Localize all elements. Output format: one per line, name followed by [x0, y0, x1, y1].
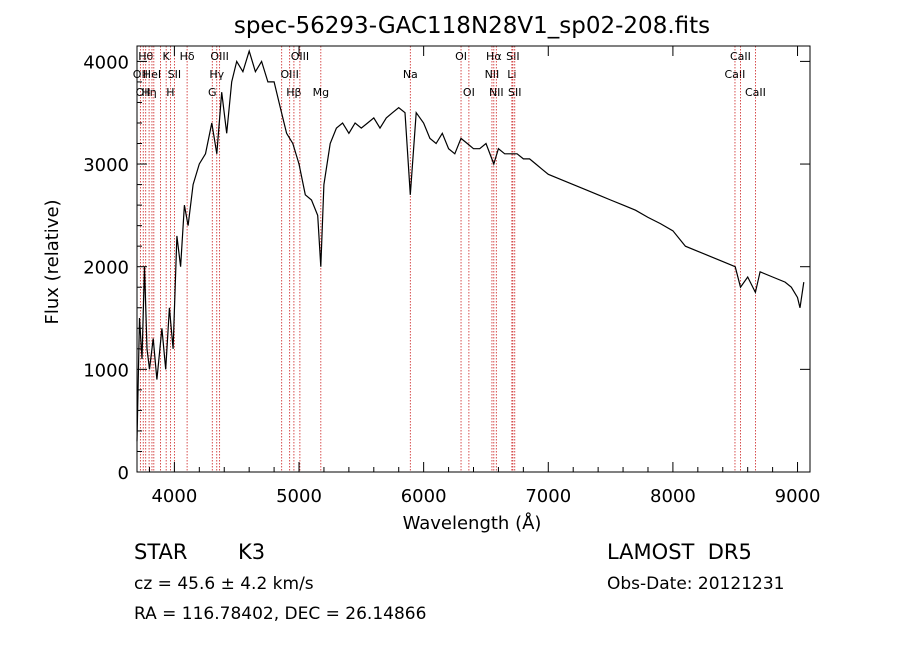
line-label-10: Hδ — [180, 50, 195, 63]
x-tick-label-0: 4000 — [151, 486, 197, 507]
y-tick-label-1: 1000 — [83, 360, 129, 381]
object-class: STAR — [134, 540, 188, 564]
line-label-17: OIII — [291, 50, 309, 63]
line-label-18: Mg — [313, 86, 329, 99]
x-tick-label-3: 7000 — [525, 486, 571, 507]
line-label-13: OIII — [210, 50, 228, 63]
survey-name: LAMOST DR5 — [607, 540, 752, 564]
y-tick-label-3: 3000 — [83, 155, 129, 176]
line-label-29: CaII — [730, 50, 751, 63]
observation-date: Obs-Date: 20121231 — [607, 574, 785, 594]
line-label-9: SII — [168, 68, 181, 81]
line-label-21: OI — [463, 86, 475, 99]
y-axis-label: Flux (relative) — [42, 199, 63, 324]
line-label-3: Hη — [141, 86, 156, 99]
line-label-16: Hβ — [286, 86, 301, 99]
line-label-26: SII — [506, 50, 519, 63]
x-tick-label-1: 5000 — [276, 486, 322, 507]
line-label-11: G — [208, 86, 217, 99]
x-axis-ticks: 4000 5000 6000 7000 8000 9000 — [148, 46, 821, 507]
line-label-28: CaII — [725, 68, 746, 81]
line-label-19: Na — [403, 68, 418, 81]
x-axis-label: Wavelength (Å) — [403, 512, 542, 534]
line-label-20: OI — [455, 50, 467, 63]
line-label-12: Hγ — [209, 68, 224, 81]
x-tick-label-4: 8000 — [650, 486, 696, 507]
spectral-line-markers: OIIOIIHθHηHeIKHSIIHδGHγOIIIOIIIHβOIIIMgN… — [133, 46, 766, 472]
line-label-4: HeI — [143, 68, 161, 81]
line-label-7: K — [163, 50, 171, 63]
line-label-8: H — [166, 86, 174, 99]
x-tick-label-5: 9000 — [775, 486, 821, 507]
spectrum-series — [136, 49, 805, 442]
line-label-30: CaII — [745, 86, 766, 99]
line-label-24: NII — [489, 86, 504, 99]
y-axis-ticks: 0 1000 2000 3000 4000 — [83, 52, 810, 484]
subclass: K3 — [238, 540, 266, 564]
redshift-text: cz = 45.6 ± 4.2 km/s — [134, 574, 314, 594]
line-label-27: SII — [508, 86, 521, 99]
line-label-25: Li — [507, 68, 516, 81]
line-label-23: Hα — [486, 50, 502, 63]
coordinates-text: RA = 116.78402, DEC = 26.14866 — [134, 604, 427, 624]
line-label-22: NII — [485, 68, 500, 81]
x-tick-label-2: 6000 — [401, 486, 447, 507]
plot-frame — [136, 45, 811, 473]
y-tick-label-2: 2000 — [83, 258, 129, 279]
line-label-1: OII — [136, 86, 151, 99]
chart-title: spec-56293-GAC118N28V1_sp02-208.fits — [234, 13, 710, 39]
line-label-2: Hθ — [138, 50, 153, 63]
line-label-15: OIII — [280, 68, 298, 81]
y-tick-label-4: 4000 — [83, 52, 129, 73]
y-tick-label-0: 0 — [118, 463, 129, 484]
